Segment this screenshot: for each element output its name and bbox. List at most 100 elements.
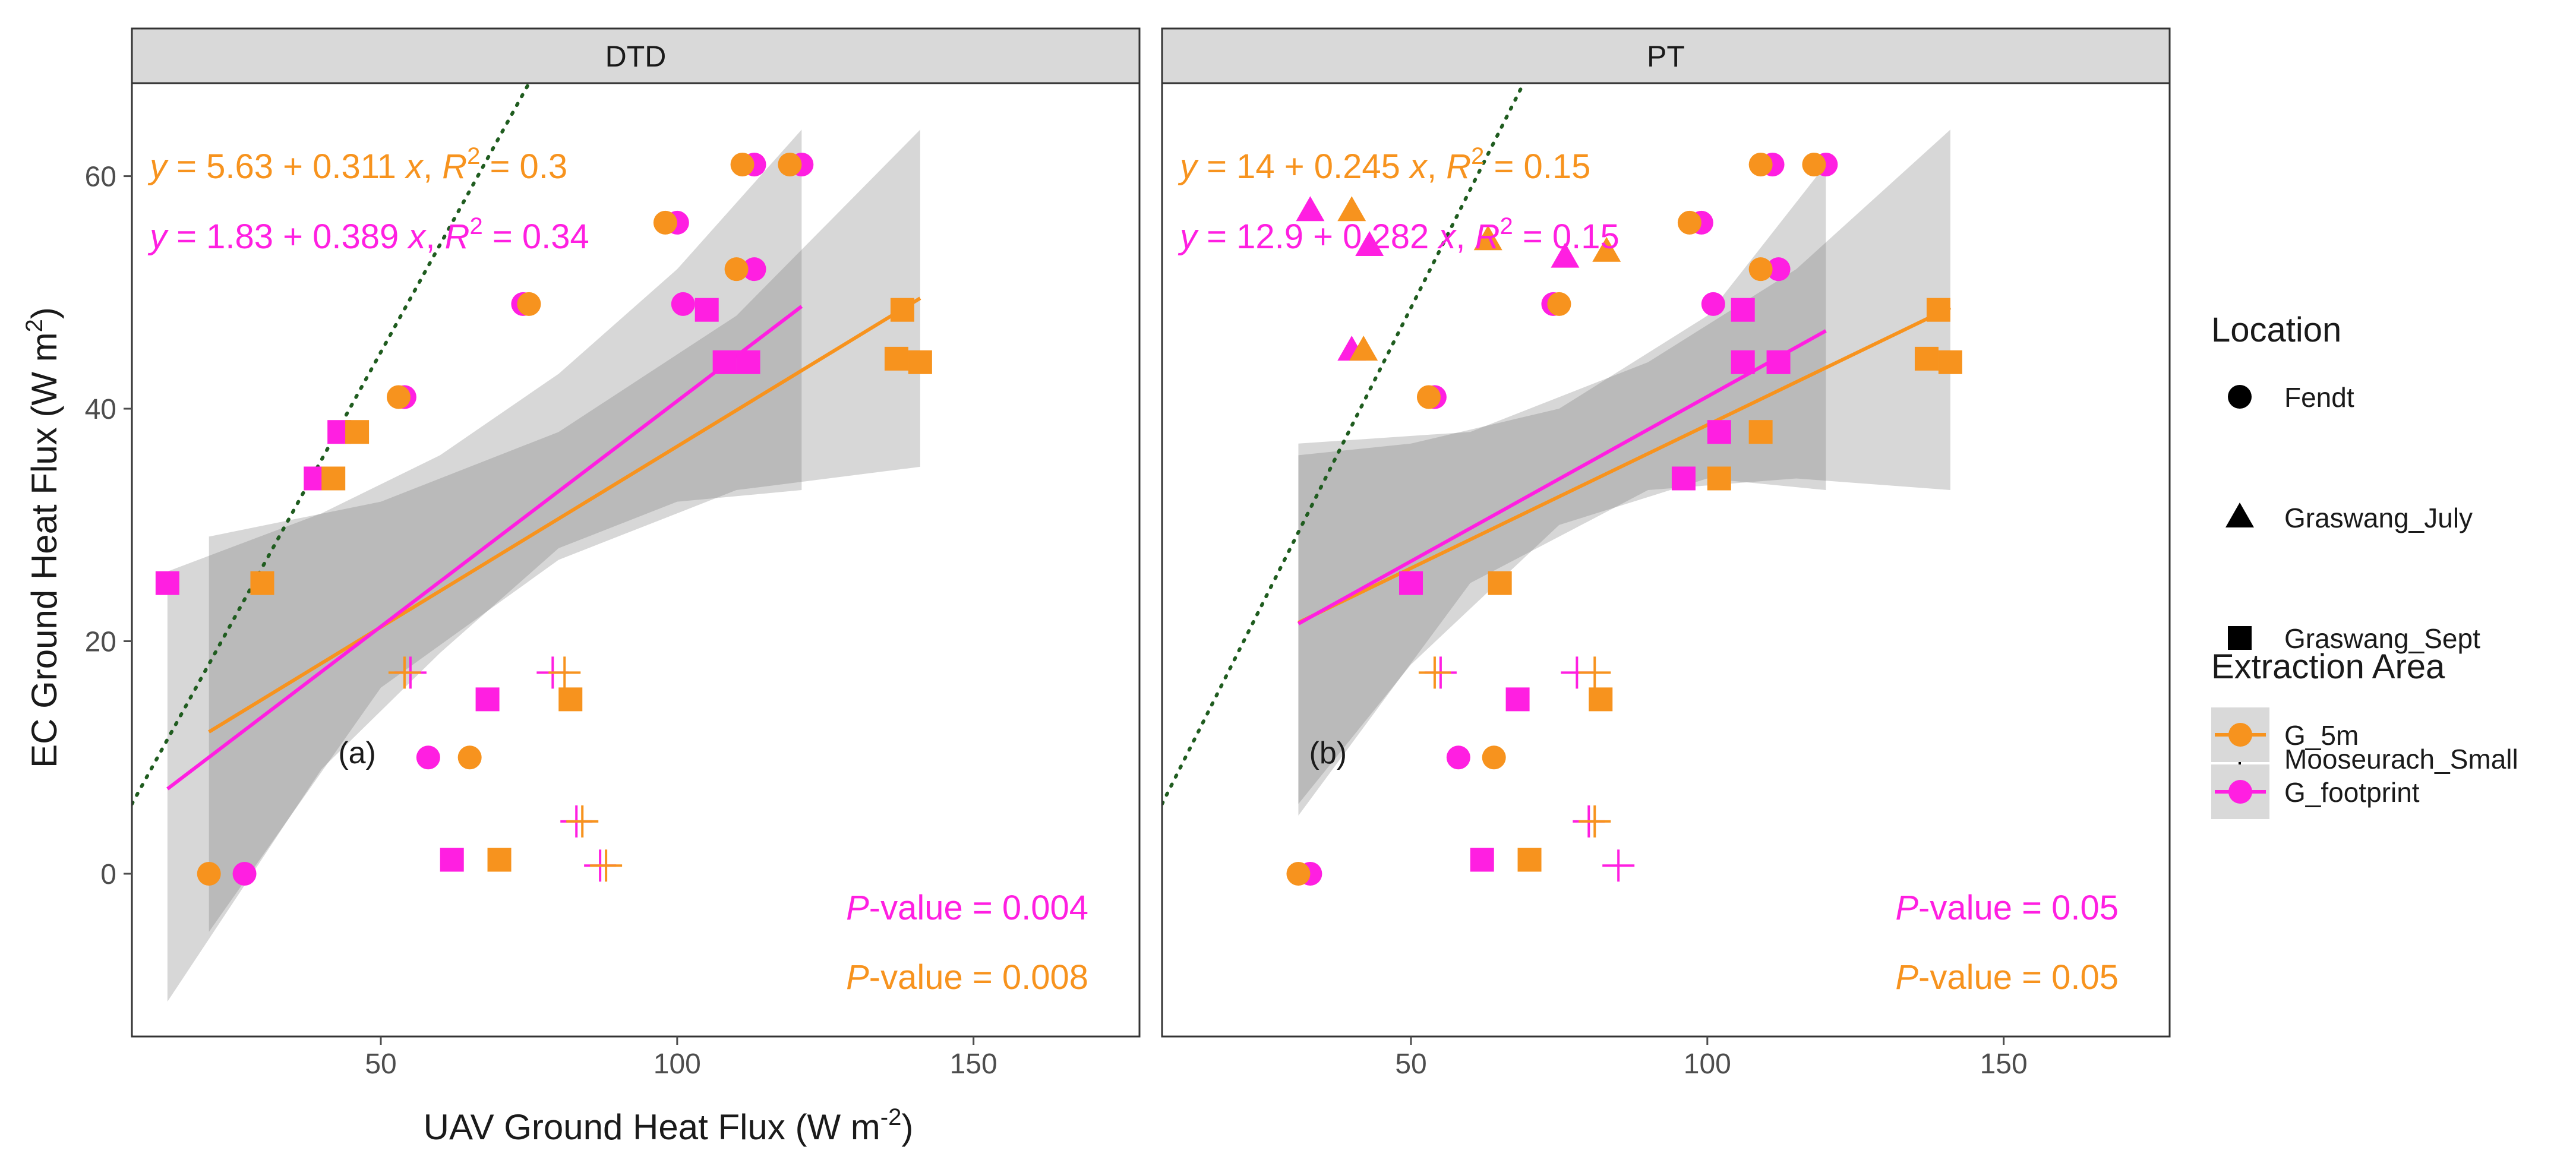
- regression-equation-gfootprint: y = 12.9 + 0.282 x, R2 = 0.15: [1177, 213, 1620, 256]
- legend-label: G_footprint: [2284, 777, 2420, 808]
- data-point: [1707, 466, 1731, 491]
- data-point: [1748, 257, 1773, 282]
- legend-key-square: [2228, 626, 2252, 650]
- y-tick-label: 60: [85, 162, 116, 193]
- y-tick-label: 20: [85, 627, 116, 658]
- legend-label: Graswang_Sept: [2284, 623, 2480, 654]
- data-point: [1505, 687, 1530, 712]
- data-point: [475, 687, 500, 712]
- confidence-band-g5m: [1298, 129, 1950, 816]
- data-point: [742, 257, 766, 282]
- data-point: [487, 848, 512, 872]
- legend-key-point: [2228, 723, 2252, 747]
- legend-title-extraction-area: Extraction Area: [2211, 647, 2445, 686]
- data-point: [1589, 687, 1613, 712]
- legend: Location Fendt Graswang_July Graswang_Sept…: [2211, 311, 2518, 819]
- data-point: [1914, 346, 1939, 371]
- plot-area: [132, 83, 932, 1002]
- data-point: [1286, 861, 1311, 886]
- facet-panel-pt: PT y = 14 + 0.245 x, R2 = 0.15 y = 12.9 + …: [1161, 27, 2171, 1080]
- legend-title-location: Location: [2211, 311, 2341, 349]
- panel-label: (a): [338, 736, 376, 770]
- x-axis-title: UAV Ground Heat Flux (W m-2): [424, 1104, 914, 1147]
- data-point: [1355, 231, 1384, 257]
- x-tick-label: 150: [950, 1048, 997, 1080]
- data-point: [1731, 350, 1755, 374]
- fit-line-gfootprint: [1298, 329, 1827, 625]
- data-point: [1482, 745, 1506, 770]
- data-point: [671, 292, 695, 316]
- data-point: [566, 805, 599, 838]
- series-g-5m: [197, 153, 932, 886]
- legend-item-fendt: Fendt: [2228, 382, 2354, 413]
- facet-strip: [1161, 27, 2171, 84]
- data-point: [1592, 236, 1621, 262]
- panel-label: (b): [1309, 736, 1347, 770]
- legend-item-mooseurach-small: Mooseurach_Small: [2224, 742, 2518, 775]
- x-tick-label: 100: [654, 1048, 701, 1080]
- data-point: [1547, 292, 1571, 316]
- legend-label: Graswang_July: [2284, 503, 2473, 533]
- data-point: [1517, 848, 1542, 872]
- regression-equation-g5m: y = 14 + 0.245 x, R2 = 0.15: [1177, 143, 1590, 186]
- data-point: [1602, 849, 1635, 882]
- regression-equation-g5m: y = 5.63 + 0.311 x, R2 = 0.3: [147, 143, 567, 186]
- data-point: [778, 153, 802, 177]
- data-point: [1707, 420, 1731, 444]
- facet-strip: [131, 27, 1141, 84]
- legend-item-graswang-sept: Graswang_Sept: [2228, 623, 2480, 654]
- confidence-band-g5m: [209, 129, 920, 932]
- legend-label: G_5m: [2284, 720, 2359, 751]
- data-point: [197, 861, 221, 886]
- plot-area: [1162, 83, 1962, 886]
- data-point: [1748, 153, 1773, 177]
- data-point: [1938, 350, 1962, 374]
- fit-line-gfootprint: [166, 305, 803, 791]
- y-axis-title: EC Ground Heat Flux (W m2): [21, 307, 64, 768]
- data-point: [232, 861, 257, 886]
- legend-key-circle: [2228, 385, 2252, 409]
- series-g-5m: [1286, 153, 1962, 886]
- y-tick-label: 0: [100, 859, 116, 890]
- facet-panel-dtd: DTD y = 5.63 + 0.311 x, R2 = 0.3 y = 1.83 …: [85, 27, 1141, 1080]
- data-point: [1296, 196, 1325, 222]
- data-point: [736, 350, 760, 374]
- data-point: [1766, 257, 1791, 282]
- data-point: [345, 420, 370, 444]
- legend-label: Fendt: [2284, 382, 2354, 413]
- data-point: [724, 257, 749, 282]
- p-value-gfootprint: P-value = 0.05: [1895, 889, 2119, 927]
- data-point: [1418, 656, 1451, 689]
- data-point: [1399, 571, 1423, 595]
- x-tick-label: 50: [365, 1048, 396, 1080]
- confidence-band-gfootprint: [1298, 165, 1826, 804]
- data-point: [517, 292, 541, 316]
- x-tick-label: 50: [1395, 1048, 1426, 1080]
- legend-item-g-footprint: G_footprint: [2211, 764, 2420, 819]
- data-point: [694, 298, 719, 322]
- data-point: [1473, 225, 1502, 251]
- data-point: [386, 385, 411, 409]
- data-point: [1337, 196, 1366, 222]
- data-point: [1731, 298, 1755, 322]
- data-point: [1926, 298, 1950, 322]
- data-point: [416, 745, 440, 770]
- data-point: [1551, 242, 1580, 268]
- y-tick-label: 40: [85, 394, 116, 425]
- facet-strip-title: DTD: [605, 40, 667, 73]
- data-point: [250, 571, 274, 595]
- data-point: [155, 571, 179, 595]
- data-point: [558, 687, 583, 712]
- data-point: [1766, 350, 1791, 374]
- one-to-one-line: [132, 83, 531, 806]
- data-point: [1671, 466, 1696, 491]
- regression-equation-gfootprint: y = 1.83 + 0.389 x, R2 = 0.34: [147, 213, 589, 256]
- legend-item-graswang-july: Graswang_July: [2225, 503, 2473, 533]
- data-point: [1579, 805, 1611, 838]
- facet-strip-title: PT: [1647, 40, 1685, 73]
- legend-key-triangle: [2225, 503, 2254, 527]
- data-point: [890, 298, 914, 322]
- one-to-one-line: [1162, 83, 1526, 806]
- data-point: [440, 848, 464, 872]
